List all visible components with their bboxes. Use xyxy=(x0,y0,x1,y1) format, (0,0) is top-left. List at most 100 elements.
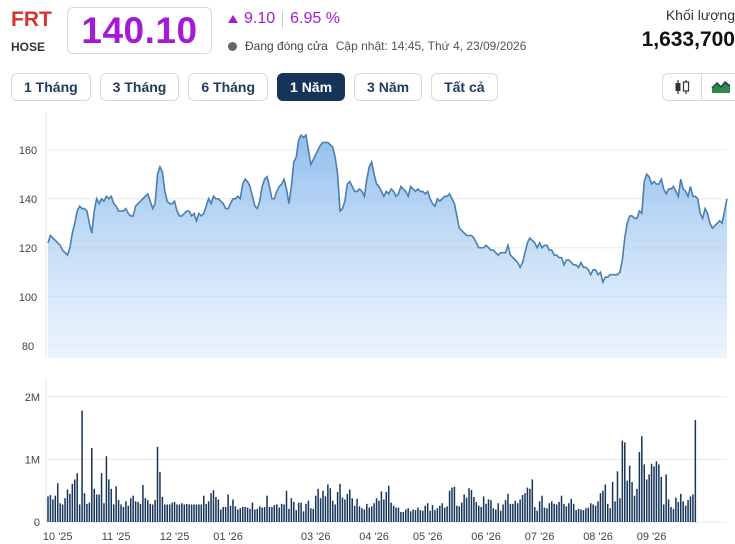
volume-bar xyxy=(310,508,312,522)
volume-bar xyxy=(583,510,585,522)
volume-bar xyxy=(330,488,332,522)
volume-bar xyxy=(130,498,132,522)
volume-bar xyxy=(495,509,497,522)
volume-bar xyxy=(612,482,614,522)
volume-bar xyxy=(215,497,217,522)
volume-bar xyxy=(670,507,672,522)
volume-bar xyxy=(305,504,307,522)
volume-bar xyxy=(128,506,130,522)
volume-bar xyxy=(113,504,115,522)
volume-bar xyxy=(257,509,259,522)
volume-bar xyxy=(551,501,553,522)
volume-bar xyxy=(237,509,239,522)
volume-bar xyxy=(619,498,621,522)
volume-bar xyxy=(157,447,159,522)
price-area-fill xyxy=(48,135,727,358)
x-tick-label: 07 '26 xyxy=(525,531,555,543)
volume-bar xyxy=(359,506,361,522)
volume-bar xyxy=(269,507,271,522)
volume-bar xyxy=(432,505,434,522)
volume-bar xyxy=(617,471,619,522)
volume-bar xyxy=(361,508,363,522)
volume-bar xyxy=(675,498,677,522)
volume-bar xyxy=(108,479,110,522)
volume-bar xyxy=(230,506,232,522)
y-tick-label: 160 xyxy=(19,145,37,157)
x-tick-label: 09 '26 xyxy=(637,531,667,543)
volume-bar xyxy=(101,473,103,522)
volume-bar xyxy=(266,496,268,522)
volume-bar xyxy=(137,502,139,522)
x-tick-label: 03 '26 xyxy=(301,531,331,543)
volume-bar xyxy=(378,501,380,522)
volume-bar xyxy=(171,503,173,522)
volume-bar xyxy=(507,494,509,522)
volume-bar xyxy=(405,509,407,522)
volume-bar xyxy=(376,498,378,522)
volume-bar xyxy=(575,510,577,522)
volume-bar xyxy=(636,489,638,522)
volume-bar xyxy=(196,504,198,522)
y-tick-label: 100 xyxy=(19,292,37,304)
volume-bar xyxy=(152,504,154,522)
volume-bar xyxy=(69,494,71,522)
volume-bar xyxy=(454,487,456,522)
volume-bar xyxy=(515,501,517,522)
volume-bar xyxy=(293,502,295,522)
volume-bar xyxy=(471,490,473,522)
volume-bar xyxy=(605,484,607,522)
volume-tick-label: 2M xyxy=(25,392,40,404)
volume-bar xyxy=(364,509,366,522)
volume-bar xyxy=(653,466,655,522)
volume-bar xyxy=(439,506,441,522)
volume-bar xyxy=(451,488,453,522)
volume-bar xyxy=(519,499,521,522)
volume-bar xyxy=(536,511,538,522)
volume-bar xyxy=(118,500,120,522)
volume-bar xyxy=(123,507,125,522)
volume-bar xyxy=(227,494,229,522)
volume-bar xyxy=(595,506,597,522)
volume-bar xyxy=(261,508,263,522)
volume-bar xyxy=(476,502,478,522)
volume-bar xyxy=(332,501,334,522)
volume-bar xyxy=(106,456,108,522)
volume-bar xyxy=(91,448,93,522)
volume-bar xyxy=(461,503,463,522)
volume-bar xyxy=(578,509,580,522)
y-tick-label: 120 xyxy=(19,243,37,255)
volume-bar xyxy=(356,499,358,522)
volume-bar xyxy=(395,508,397,522)
volume-bar xyxy=(463,494,465,522)
volume-bar xyxy=(629,466,631,522)
volume-bar xyxy=(86,504,88,522)
volume-bar xyxy=(386,492,388,522)
volume-bar xyxy=(52,499,54,522)
volume-bar xyxy=(398,508,400,522)
volume-bar xyxy=(459,506,461,522)
volume-bar xyxy=(539,501,541,522)
volume-bar xyxy=(55,496,57,522)
x-tick-label: 04 '26 xyxy=(359,531,389,543)
volume-bar xyxy=(456,506,458,522)
volume-bar xyxy=(300,503,302,522)
volume-bar xyxy=(422,511,424,522)
volume-bar xyxy=(354,506,356,522)
volume-bar xyxy=(407,508,409,522)
volume-bar xyxy=(164,504,166,522)
volume-bar xyxy=(349,489,351,522)
volume-bar xyxy=(325,496,327,522)
volume-bar xyxy=(232,499,234,522)
volume-bar xyxy=(276,504,278,522)
volume-bar xyxy=(505,500,507,522)
volume-bar xyxy=(240,508,242,522)
volume-bar xyxy=(210,493,212,522)
volume-bar xyxy=(424,506,426,522)
volume-bar xyxy=(179,504,181,522)
volume-bar xyxy=(434,510,436,522)
volume-bar xyxy=(390,503,392,522)
x-tick-label: 12 '25 xyxy=(160,531,190,543)
volume-bar xyxy=(687,500,689,522)
volume-bar xyxy=(235,506,237,522)
volume-bar xyxy=(342,498,344,522)
